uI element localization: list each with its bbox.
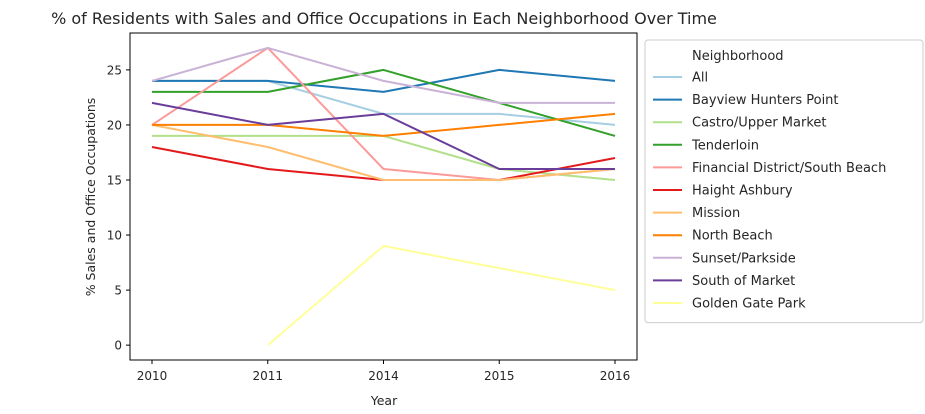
- legend-label-2: Castro/Upper Market: [692, 116, 827, 131]
- legend-label-9: South of Market: [692, 274, 795, 289]
- legend-label-4: Financial District/South Beach: [692, 161, 886, 176]
- legend: Neighborhood All Bayview Hunters Point Cast…: [644, 39, 924, 324]
- y-tick-label: 10: [107, 229, 122, 243]
- legend-label-7: North Beach: [692, 229, 773, 244]
- series-line-6: [151, 123, 616, 181]
- series-line-9: [151, 101, 615, 170]
- series-line-2: [152, 134, 616, 181]
- series-line-1: [152, 68, 616, 93]
- x-tick-label: 2010: [137, 369, 168, 383]
- series-line-7: [152, 112, 616, 137]
- y-tick-label: 5: [114, 284, 122, 298]
- legend-label-10: Golden Gate Park: [692, 297, 806, 312]
- y-tick-label: 15: [107, 173, 122, 187]
- legend-label-8: Sunset/Parkside: [692, 251, 796, 266]
- plot-area: 2010 2011 2014 2015 2016 0 5 10 15 20 25: [107, 32, 638, 383]
- y-tick-label: 20: [107, 118, 122, 132]
- y-tick-label: 0: [114, 339, 122, 353]
- legend-label-0: All: [692, 71, 708, 86]
- series-line-10: [267, 245, 616, 346]
- plot-frame: [129, 32, 638, 361]
- x-tick-label: 2016: [600, 369, 631, 383]
- legend-label-3: Tenderloin: [691, 138, 759, 153]
- series-line-8: [151, 46, 615, 104]
- x-tick-label: 2011: [252, 369, 283, 383]
- legend-label-5: Haight Ashbury: [692, 184, 793, 199]
- x-tick-label: 2015: [484, 369, 515, 383]
- legend-label-1: Bayview Hunters Point: [692, 93, 839, 108]
- legend-box: [644, 39, 924, 324]
- y-axis-label: % Sales and Office Occupations: [83, 98, 98, 297]
- x-tick-label: 2014: [368, 369, 399, 383]
- series-line-3: [152, 68, 616, 137]
- legend-title: Neighborhood: [692, 49, 784, 64]
- chart-title: % of Residents with Sales and Office Occ…: [51, 9, 717, 28]
- legend-label-6: Mission: [692, 206, 740, 221]
- x-axis-label: Year: [370, 393, 398, 408]
- y-tick-label: 25: [107, 63, 122, 77]
